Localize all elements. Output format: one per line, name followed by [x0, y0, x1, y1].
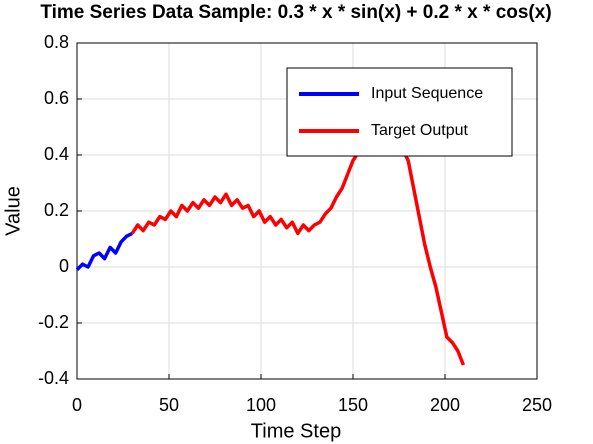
- series-line: [130, 111, 466, 366]
- x-tick-label: 200: [430, 395, 460, 415]
- y-tick-label: 0.6: [44, 88, 69, 108]
- x-tick-label: 0: [72, 395, 82, 415]
- y-tick-label: 0: [59, 256, 69, 276]
- plot-frame: [76, 42, 538, 380]
- x-tick-label: 50: [159, 395, 179, 415]
- x-axis-label: Time Step: [251, 420, 341, 442]
- legend-label: Input Sequence: [371, 85, 483, 102]
- y-tick-label: 0.8: [44, 32, 69, 52]
- legend-label: Target Output: [371, 122, 469, 139]
- x-tick-label: 250: [522, 395, 552, 415]
- y-tick-label: -0.4: [38, 368, 69, 388]
- y-tick-label: -0.2: [38, 312, 69, 332]
- x-tick-label: 100: [246, 395, 276, 415]
- y-tick-label: 0.4: [44, 144, 69, 164]
- x-tick-label: 150: [338, 395, 368, 415]
- y-tick-label: 0.2: [44, 200, 69, 220]
- chart-title: Time Series Data Sample: 0.3 * x * sin(x…: [40, 2, 551, 23]
- series-line: [75, 231, 133, 272]
- y-axis-label: Value: [2, 186, 24, 236]
- legend-box: [286, 67, 513, 157]
